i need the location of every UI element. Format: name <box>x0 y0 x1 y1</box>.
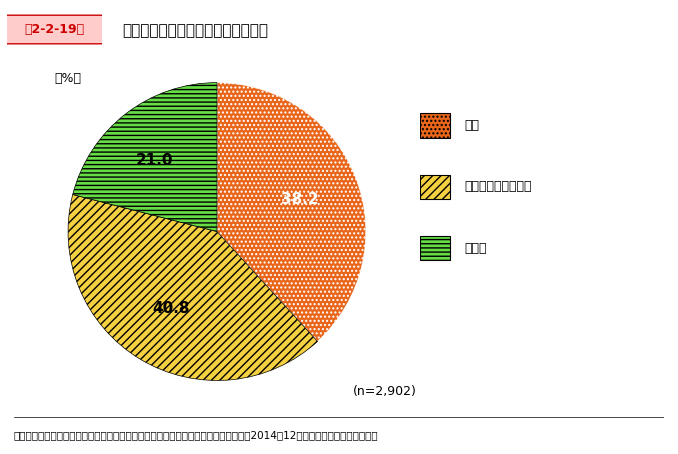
Text: 人材不足に伴う事業への弊害の有無: 人材不足に伴う事業への弊害の有無 <box>122 23 268 38</box>
Bar <box>420 113 450 138</box>
Text: 38.2: 38.2 <box>281 192 319 207</box>
Text: どちらとも言えない: どちらとも言えない <box>464 180 532 193</box>
Wedge shape <box>68 194 317 380</box>
FancyBboxPatch shape <box>2 15 104 44</box>
Text: いいえ: いいえ <box>464 242 487 255</box>
Text: 21.0: 21.0 <box>136 153 174 168</box>
Bar <box>420 236 450 261</box>
Wedge shape <box>73 83 217 232</box>
Text: 40.8: 40.8 <box>153 301 190 316</box>
Text: （%）: （%） <box>54 72 81 85</box>
Wedge shape <box>217 83 366 341</box>
Bar <box>420 174 450 199</box>
Text: 資料：中小企業庁委託「中小企業・小規模事業者の人材確保と育成に関する調査」（2014年12月、（株）野村総合研究所）: 資料：中小企業庁委託「中小企業・小規模事業者の人材確保と育成に関する調査」（20… <box>14 430 378 440</box>
Text: (n=2,902): (n=2,902) <box>353 385 416 398</box>
Text: はい: はい <box>464 119 479 132</box>
Text: 第2-2-19図: 第2-2-19図 <box>24 23 84 36</box>
